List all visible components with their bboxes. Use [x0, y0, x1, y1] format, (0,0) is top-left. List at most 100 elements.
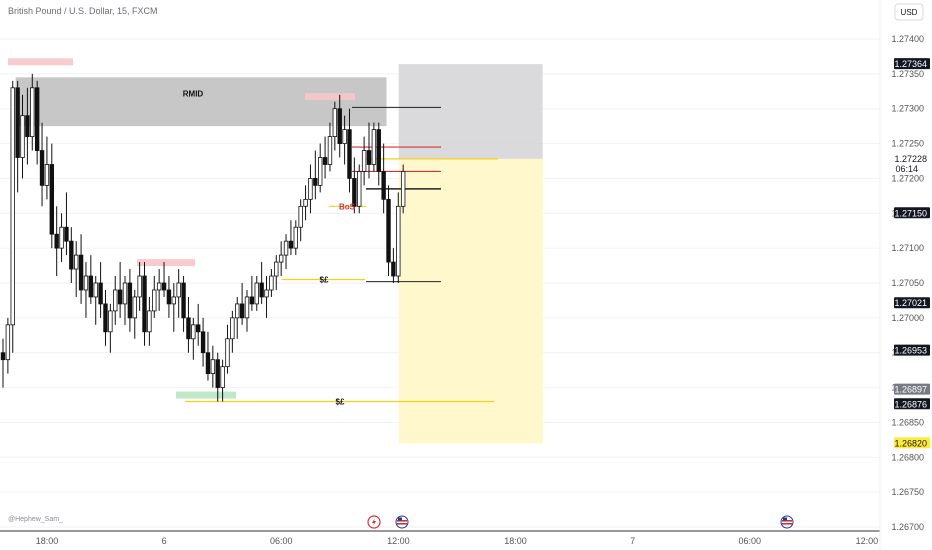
candle-body — [142, 275, 147, 333]
candle-body — [30, 87, 35, 138]
candle-body — [161, 282, 167, 291]
candle-body — [0, 352, 6, 361]
candle-body — [205, 352, 211, 375]
candle-body — [54, 233, 59, 249]
candle-body — [156, 282, 162, 291]
candle-body — [293, 226, 298, 249]
currency-button[interactable]: USD — [894, 3, 924, 21]
candle-body — [69, 240, 74, 270]
candle-body — [269, 275, 274, 291]
annotation-label: RMID — [183, 89, 204, 98]
candle-body — [347, 129, 352, 179]
candle-body — [200, 331, 206, 354]
liquidity-marker — [8, 58, 73, 66]
x-tick-label: 18:00 — [504, 536, 527, 546]
candle-body — [327, 136, 333, 165]
candle-body — [132, 296, 137, 319]
y-tick-label: 1.26800 — [891, 452, 924, 462]
candle-body — [78, 254, 84, 291]
candle-body — [88, 275, 94, 298]
candle-body — [34, 87, 40, 151]
candle-body — [244, 296, 250, 319]
candle-body — [176, 282, 181, 298]
price-tag-label: 1.27228 — [894, 154, 927, 164]
candle-body — [283, 240, 289, 256]
annotation-label: BoS — [339, 202, 356, 211]
y-tick-label: 1.26750 — [891, 487, 924, 497]
candle-body — [278, 254, 284, 263]
candle-body — [147, 310, 152, 333]
candle-body — [137, 275, 142, 298]
candle-body — [186, 317, 191, 340]
premium-zone — [398, 64, 543, 159]
candle-body — [274, 261, 279, 277]
candle-body — [39, 150, 45, 186]
annotation-label: $£ — [336, 398, 345, 407]
candle-body — [337, 108, 342, 144]
rmid-zone — [15, 77, 387, 127]
candle-body — [225, 338, 230, 368]
price-tag-label: 1.26876 — [894, 399, 927, 409]
candle-body — [210, 359, 216, 375]
price-tag — [894, 297, 930, 309]
candle-body — [230, 317, 235, 340]
price-tag-label: 1.27150 — [894, 208, 927, 218]
y-tick-label: 1.27400 — [891, 34, 924, 44]
price-axis[interactable]: 1.27400 1.27350 1.27300 1.27250 1.27200 1.271… — [891, 34, 924, 532]
candle-body — [298, 205, 303, 228]
price-tag-countdown: 06:14 — [895, 164, 918, 174]
price-tag — [894, 58, 930, 70]
levels-layer — [185, 106, 498, 403]
watermark: @Hephew_Sam_ — [8, 516, 63, 523]
candle-body — [361, 150, 367, 172]
price-tag-label: 1.26820 — [894, 438, 927, 448]
candle-body — [127, 282, 133, 319]
price-tag-label: 1.27364 — [894, 59, 927, 69]
candle-body — [235, 303, 240, 319]
y-tick-label: 1.27000 — [891, 313, 924, 323]
candle-body — [152, 289, 157, 312]
candle-body — [10, 87, 15, 326]
candle-body — [98, 282, 103, 305]
candle-body — [254, 282, 259, 305]
price-tag — [894, 207, 930, 219]
y-tick-label: 1.27100 — [891, 243, 924, 253]
candle-body — [391, 261, 396, 277]
x-tick-label: 18:00 — [36, 536, 59, 546]
candle-body — [64, 226, 69, 242]
price-tag — [894, 383, 930, 395]
candle-body — [288, 240, 294, 249]
candle-body — [195, 324, 201, 333]
lightning-icon[interactable] — [367, 515, 381, 529]
x-tick-label: 06:00 — [270, 536, 293, 546]
candle-body — [191, 324, 196, 340]
liquidity-marker — [305, 93, 355, 101]
candle-body — [122, 282, 128, 305]
us-flag-icon[interactable] — [780, 515, 794, 529]
x-tick-label: 12:00 — [856, 536, 879, 546]
candle-body — [15, 87, 20, 158]
x-tick-label: 12:00 — [387, 536, 410, 546]
candle-body — [83, 275, 89, 291]
candle-body — [239, 303, 245, 319]
candle-body — [322, 157, 328, 165]
price-tag-label: 1.26953 — [894, 346, 927, 356]
candle-body — [215, 359, 220, 388]
candle-body — [166, 289, 172, 305]
x-tick-label: 06:00 — [738, 536, 761, 546]
y-tick-label: 1.26700 — [891, 522, 924, 532]
candle-body — [357, 171, 362, 207]
candle-body — [171, 296, 176, 305]
y-tick-label: 1.27250 — [891, 139, 924, 149]
us-flag-icon[interactable] — [395, 515, 409, 529]
y-tick-label: 1.26850 — [891, 417, 924, 427]
candle-body — [386, 198, 391, 263]
candle-body — [259, 282, 264, 298]
candle-body — [44, 164, 50, 186]
price-tag-label: 1.26897 — [894, 385, 927, 395]
annotations-layer: RMID BoS $£ $£ — [183, 89, 356, 406]
discount-zone — [398, 158, 543, 444]
